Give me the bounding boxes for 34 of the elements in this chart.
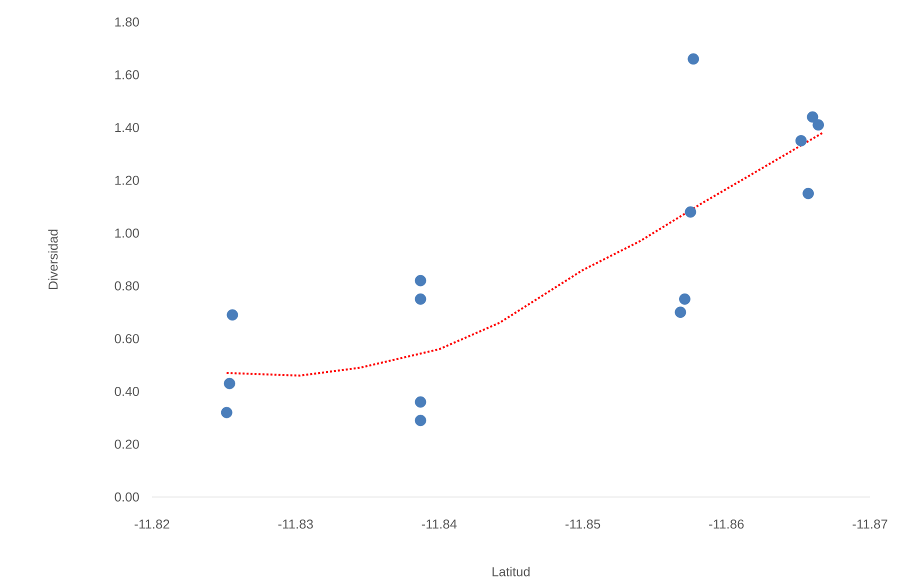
point xyxy=(224,378,236,390)
y-tick-label: 1.80 xyxy=(115,17,139,27)
point xyxy=(220,406,232,418)
point xyxy=(688,53,700,65)
point xyxy=(795,135,807,146)
y-tick-label: 0.00 xyxy=(114,492,139,502)
y-tick-label: 0.80 xyxy=(114,281,139,290)
point xyxy=(812,119,824,131)
x-tick-label: -11.87 xyxy=(852,520,888,529)
x-tick-label: -11.84 xyxy=(422,520,457,529)
point xyxy=(684,206,696,218)
x-tick-label: -11.82 xyxy=(134,520,170,529)
point xyxy=(802,188,814,200)
line-series xyxy=(226,132,824,377)
y-tick-label: 1.40 xyxy=(115,122,139,132)
point xyxy=(226,309,238,321)
y-tick-label: 1.00 xyxy=(115,228,139,238)
x-tick-label: -11.85 xyxy=(565,520,600,529)
point xyxy=(414,414,426,426)
point xyxy=(679,293,690,305)
point xyxy=(414,293,426,305)
y-tick-label: 1.20 xyxy=(115,176,139,185)
y-tick-label: 1.60 xyxy=(115,70,139,80)
y-tick-label: 0.40 xyxy=(114,386,139,396)
y-axis-title: Diversidad xyxy=(48,230,58,290)
point xyxy=(414,396,426,408)
point xyxy=(674,306,686,318)
x-tick-label: -11.83 xyxy=(278,520,313,529)
x-axis-title: Latitud xyxy=(492,566,530,576)
y-tick-label: 0.60 xyxy=(114,334,139,344)
point xyxy=(414,274,426,286)
y-tick-label: 0.20 xyxy=(114,440,139,449)
x-tick-label: -11.86 xyxy=(709,520,744,529)
point xyxy=(806,111,818,123)
